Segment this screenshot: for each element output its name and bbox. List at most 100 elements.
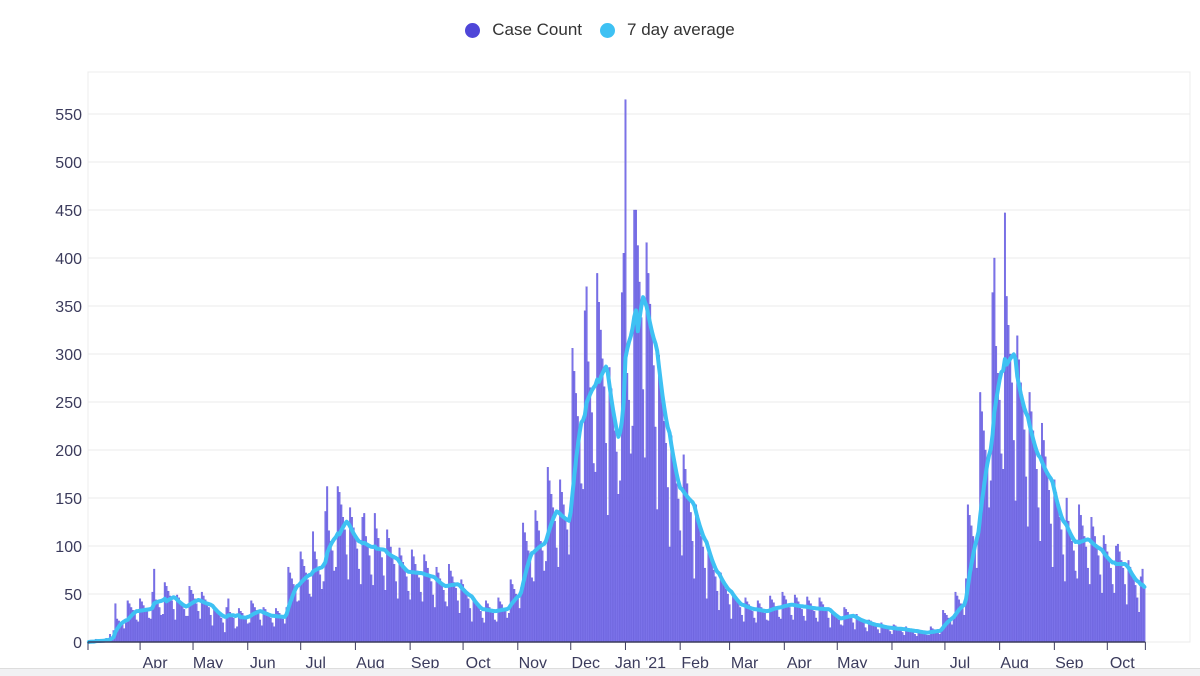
case-count-bar [476, 604, 479, 643]
case-count-bar [769, 595, 772, 643]
case-count-bar [779, 618, 782, 643]
case-count-bar [317, 566, 320, 643]
case-count-bar [545, 561, 547, 643]
case-count-bar [569, 506, 572, 643]
case-count-bar [267, 614, 270, 643]
case-count-bar [1007, 325, 1010, 643]
case-count-bar [688, 497, 690, 643]
case-count-bar [714, 576, 717, 643]
case-count-bar [866, 631, 869, 643]
case-count-bar [610, 388, 613, 643]
case-count-bar [133, 613, 136, 643]
case-count-bar [716, 590, 719, 643]
case-count-bar [478, 608, 480, 643]
case-count-bar [695, 504, 698, 643]
case-count-bar [755, 622, 758, 643]
case-count-bar [1069, 530, 1072, 643]
case-count-bar [481, 617, 484, 643]
case-count-bar [829, 627, 832, 643]
case-count-bar [666, 487, 669, 643]
case-count-bar [686, 483, 689, 643]
case-count-bar [290, 578, 293, 643]
case-count-bar [726, 593, 729, 643]
legend-item-7-day-average[interactable]: 7 day average [600, 20, 735, 40]
average-line-group [86, 295, 1147, 644]
case-count-bar [763, 613, 766, 643]
case-count-bar [793, 594, 796, 643]
case-count-bar [1108, 560, 1111, 643]
case-count-bar [1048, 490, 1051, 643]
case-count-bar [730, 618, 733, 643]
case-count-bar [1120, 560, 1123, 643]
case-count-bar [647, 273, 650, 643]
case-count-bar [430, 581, 433, 643]
case-count-bar [382, 575, 385, 643]
case-count-bar [1138, 612, 1141, 643]
x-tick-label: Aug [1000, 655, 1028, 672]
case-count-bar [650, 334, 653, 643]
case-count-bar [989, 480, 992, 643]
y-tick-label: 450 [55, 203, 82, 220]
case-count-bar [1076, 578, 1079, 643]
case-count-bar [448, 564, 450, 643]
case-count-bar [257, 613, 260, 643]
case-count-bar [827, 617, 830, 643]
case-count-bar [185, 615, 187, 643]
case-count-bar [156, 603, 159, 643]
case-count-bar [508, 613, 510, 643]
case-count-bar [873, 624, 876, 643]
case-count-bar [963, 614, 966, 643]
case-count-bar [751, 611, 754, 643]
case-count-bar [1000, 453, 1003, 643]
case-count-bar [1062, 554, 1065, 643]
case-count-bar [331, 550, 334, 643]
case-count-bar [135, 619, 138, 643]
case-count-bar [771, 599, 773, 643]
case-count-bar [659, 376, 662, 643]
case-count-bar [578, 438, 581, 643]
case-count-bar [1131, 572, 1133, 643]
case-count-bar [620, 292, 623, 643]
case-count-bar [1030, 411, 1033, 643]
case-count-bar [209, 614, 212, 643]
case-count-bar [1049, 523, 1052, 643]
case-count-bar [483, 622, 486, 643]
case-count-bar [635, 209, 638, 643]
case-count-bar [702, 546, 705, 643]
case-count-bar [250, 600, 253, 643]
y-tick-label: 100 [55, 539, 82, 556]
case-count-bar [225, 607, 228, 643]
case-count-bar [631, 425, 634, 643]
case-count-bar [642, 389, 645, 643]
case-count-bar [195, 603, 198, 643]
case-count-bar [391, 555, 394, 643]
legend-item-case-count[interactable]: Case Count [465, 20, 582, 40]
case-count-bar [790, 614, 793, 643]
case-count-bar [326, 486, 329, 643]
case-count-bar [719, 572, 722, 643]
case-count-bar [1109, 567, 1112, 643]
case-count-bar [469, 608, 472, 643]
case-count-bar [605, 443, 607, 643]
case-count-bar [592, 463, 595, 643]
case-count-bar [343, 529, 346, 643]
case-count-bar [891, 634, 893, 643]
case-count-bar [1002, 469, 1005, 643]
case-count-bar [363, 513, 366, 643]
case-count-bar [1071, 541, 1073, 643]
case-count-bar [170, 600, 173, 643]
case-count-bar [546, 467, 549, 643]
case-count-bar [1019, 382, 1022, 643]
case-count-bar [174, 619, 177, 643]
case-count-bar [710, 562, 713, 643]
case-count-bar [843, 607, 846, 643]
case-count-bar [700, 536, 703, 643]
case-count-bar [380, 557, 383, 643]
case-count-bar [1063, 581, 1066, 643]
case-count-bar [575, 393, 577, 643]
case-count-bar [539, 541, 542, 643]
case-count-bar [396, 598, 399, 643]
case-count-bar [996, 373, 999, 643]
case-count-bar [350, 517, 353, 643]
case-count-bar [615, 451, 618, 643]
